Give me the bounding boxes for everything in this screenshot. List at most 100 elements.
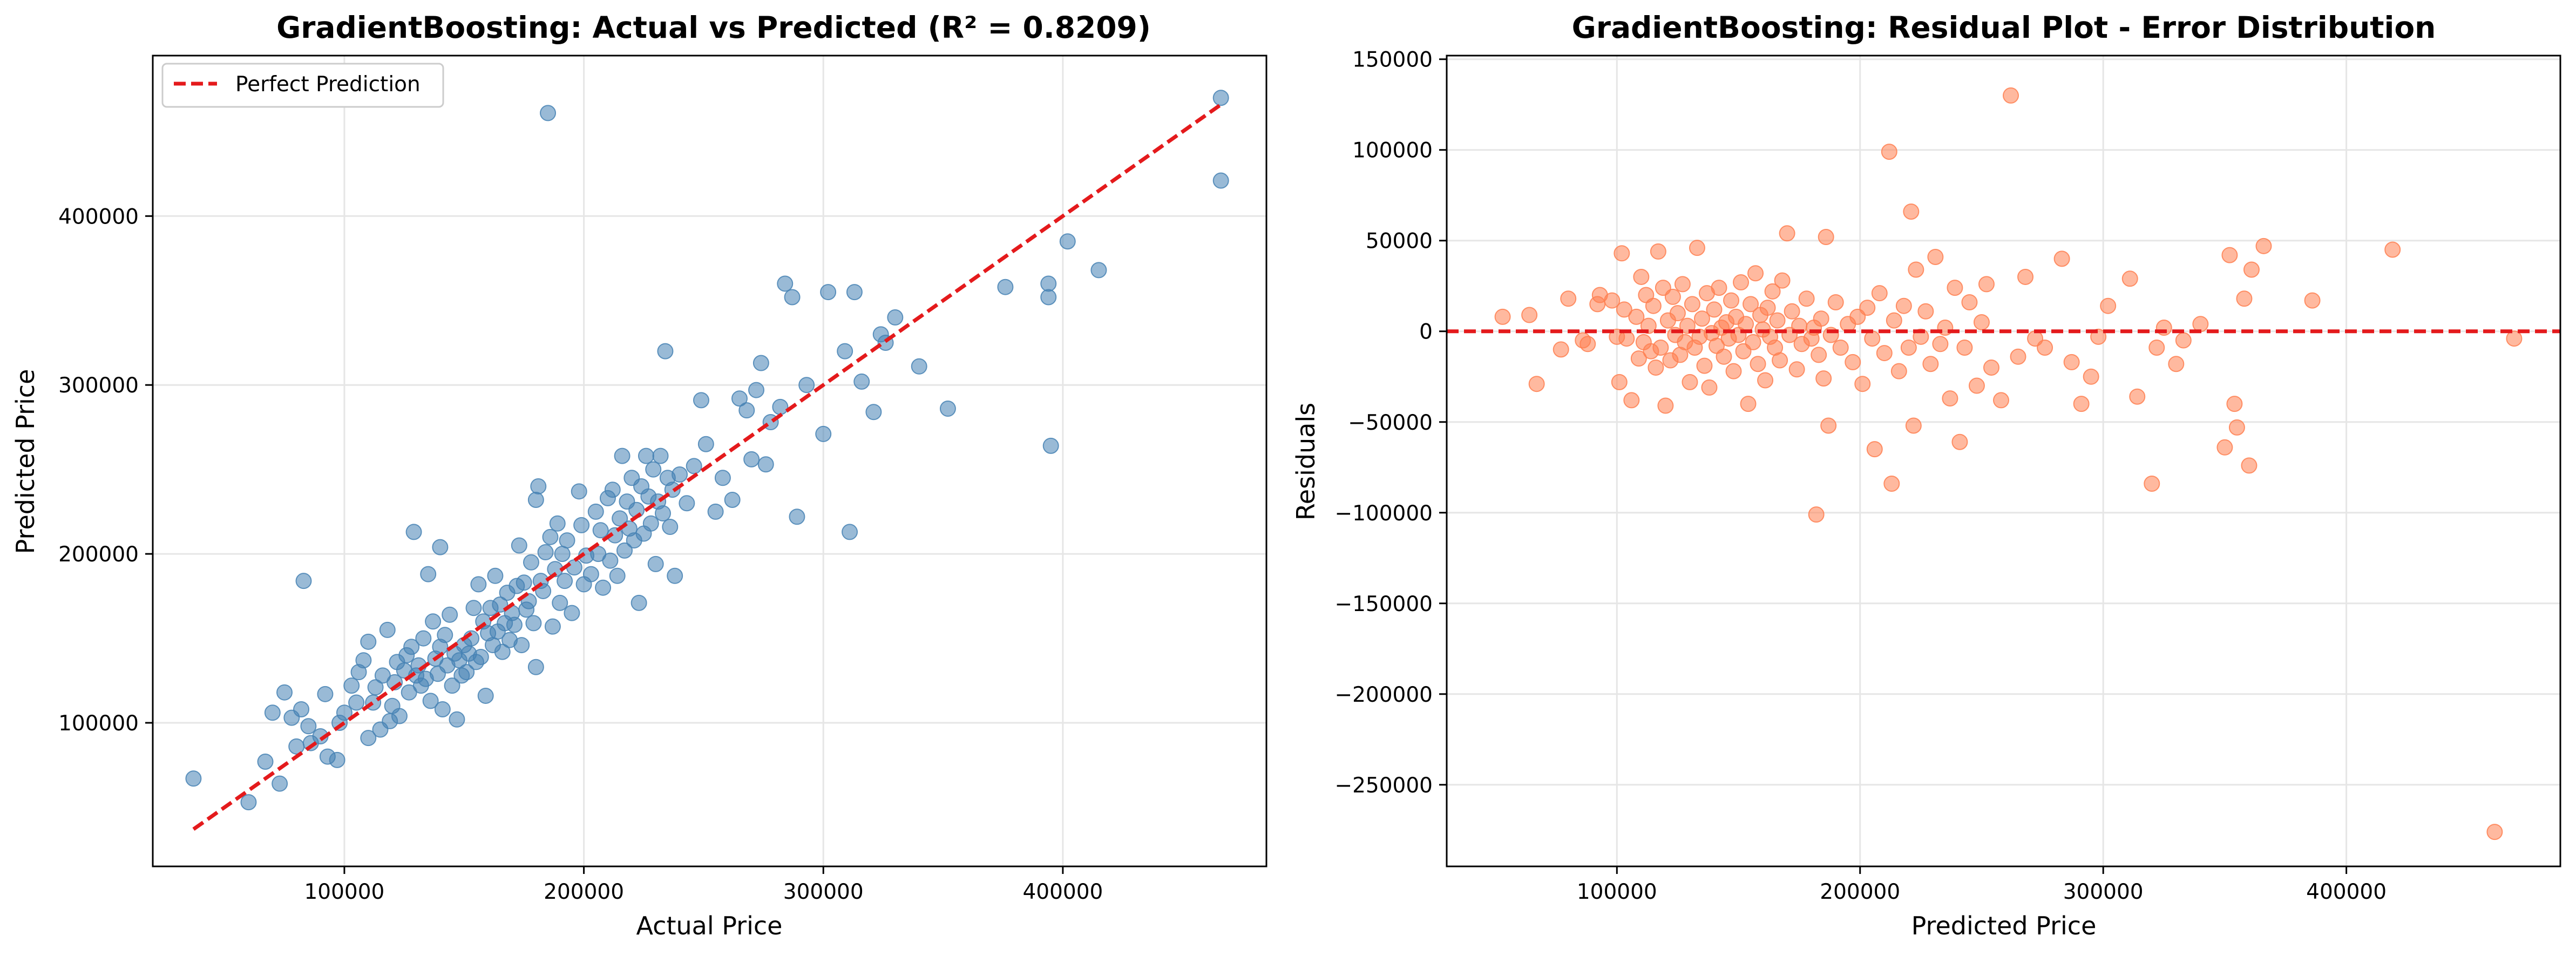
y-tick-label: 50000 [1366, 229, 1433, 254]
data-point [1845, 354, 1861, 370]
data-point [1992, 392, 2009, 409]
data-point [494, 643, 511, 660]
data-point [1942, 390, 1958, 407]
data-point [772, 398, 789, 415]
data-point [1650, 243, 1666, 260]
data-point [1890, 363, 1907, 379]
data-point [784, 289, 801, 306]
data-point [1528, 376, 1545, 392]
data-point [842, 524, 858, 540]
data-point [1951, 433, 1968, 450]
data-point [1623, 392, 1640, 409]
data-point [911, 358, 927, 375]
data-point [1648, 359, 1664, 376]
data-point [564, 605, 580, 621]
data-point [748, 382, 765, 398]
data-point [1716, 348, 1732, 365]
data-point [2003, 87, 2019, 104]
data-point [1553, 341, 1569, 358]
data-point [697, 436, 714, 452]
data-point [343, 677, 360, 694]
data-point [1725, 363, 1742, 379]
data-point [1864, 330, 1881, 347]
data-point [1956, 339, 1973, 356]
data-point [1604, 292, 1621, 309]
data-point [516, 574, 532, 591]
data-point [477, 687, 494, 704]
data-point [293, 701, 310, 717]
data-point [652, 448, 669, 464]
data-point [1908, 261, 1924, 278]
data-point [753, 355, 769, 371]
data-point [1521, 307, 1538, 323]
data-point [264, 704, 281, 721]
actual-vs-predicted-chart: GradientBoosting: Actual vs Predicted (R… [11, 10, 1267, 940]
data-point [527, 491, 544, 508]
y-tick-label: 200000 [58, 543, 139, 567]
data-point [422, 693, 439, 709]
x-axis-label: Predicted Price [1911, 911, 2097, 940]
data-point [1657, 397, 1674, 414]
data-point [1818, 229, 1834, 246]
data-point [1040, 275, 1057, 292]
data-point [1042, 437, 1059, 454]
reference-line [192, 103, 1222, 831]
data-point [2228, 419, 2245, 436]
data-point [506, 616, 523, 633]
data-point [2100, 297, 2117, 314]
data-point [444, 677, 460, 694]
data-point [537, 544, 554, 560]
data-point [360, 730, 377, 747]
data-point [667, 567, 683, 584]
data-point [1886, 312, 1902, 329]
data-point [434, 701, 451, 717]
data-point [336, 704, 352, 721]
y-tick-label: 100000 [58, 711, 139, 736]
data-point [1774, 272, 1791, 289]
data-point [820, 284, 837, 301]
data-point [1040, 289, 1057, 306]
data-point [1689, 240, 1705, 256]
data-point [837, 343, 853, 360]
data-point [1682, 374, 1698, 390]
data-point [329, 751, 345, 768]
data-point [2017, 268, 2034, 285]
legend-entry: Perfect Prediction [235, 72, 421, 97]
data-point [1764, 283, 1781, 300]
data-point [1611, 374, 1628, 390]
data-point [939, 400, 956, 417]
data-point [432, 539, 449, 555]
data-point [1580, 336, 1596, 352]
data-point [1723, 292, 1740, 309]
data-point [865, 404, 882, 421]
data-point [1674, 276, 1691, 293]
data-point [1628, 308, 1645, 325]
data-point [1757, 372, 1774, 389]
data-point [1900, 339, 1917, 356]
data-point [1978, 276, 1995, 293]
data-point [573, 517, 590, 533]
data-point [609, 567, 626, 584]
data-point [604, 482, 621, 498]
data-point [544, 618, 561, 635]
data-point [437, 627, 453, 643]
data-point [654, 505, 671, 522]
data-point [2073, 396, 2090, 412]
data-point [1633, 268, 1650, 285]
data-point [549, 515, 566, 532]
data-point [592, 522, 609, 539]
x-axis-label: Actual Price [636, 911, 783, 940]
data-point [645, 461, 662, 478]
data-point [1750, 356, 1766, 372]
data-point [379, 621, 396, 638]
data-point [554, 546, 571, 562]
data-point [458, 664, 475, 681]
chart-title: GradientBoosting: Actual vs Predicted (R… [276, 10, 1151, 45]
data-point [348, 694, 365, 711]
data-point [2506, 330, 2523, 347]
x-tick-label: 200000 [1820, 880, 1900, 904]
data-point [1854, 376, 1871, 392]
data-point [1827, 294, 1844, 310]
